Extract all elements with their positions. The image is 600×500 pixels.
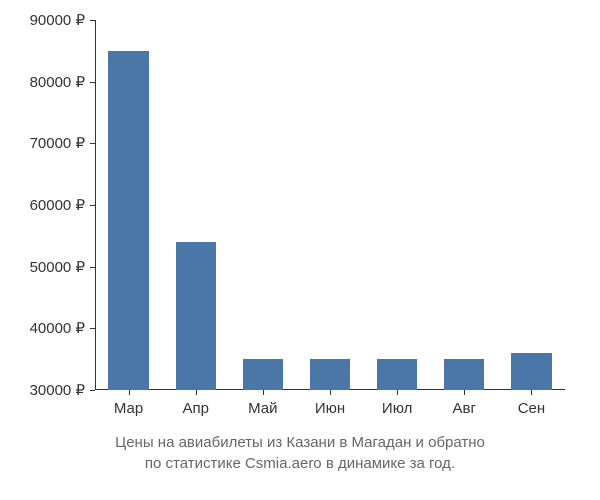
y-axis-line	[95, 20, 96, 390]
x-tick-mark	[263, 390, 264, 395]
x-tick-label: Мар	[114, 400, 143, 417]
x-tick-label: Сен	[518, 400, 545, 417]
chart-container: 30000 ₽ 40000 ₽ 50000 ₽ 60000 ₽ 70000 ₽ 80000…	[0, 0, 600, 500]
y-tick-label: 90000 ₽	[30, 11, 85, 29]
x-tick-mark	[464, 390, 465, 395]
x-tick-label: Июл	[382, 400, 412, 417]
bar	[176, 242, 216, 390]
y-tick-label: 40000 ₽	[30, 319, 85, 337]
chart-caption: Цены на авиабилеты из Казани в Магадан и…	[0, 432, 600, 474]
bar	[310, 359, 350, 390]
bar	[444, 359, 484, 390]
x-tick-label: Май	[248, 400, 277, 417]
x-tick-label: Апр	[182, 400, 208, 417]
x-tick-mark	[531, 390, 532, 395]
y-tick-label: 80000 ₽	[30, 73, 85, 91]
y-tick-label: 50000 ₽	[30, 258, 85, 276]
y-tick-label: 60000 ₽	[30, 196, 85, 214]
y-axis: 30000 ₽40000 ₽50000 ₽60000 ₽70000 ₽80000…	[0, 20, 90, 390]
bar	[511, 353, 551, 390]
y-tick-label: 30000 ₽	[30, 381, 85, 399]
caption-line2: по статистике Csmia.aero в динамике за г…	[145, 455, 455, 472]
x-tick-mark	[129, 390, 130, 395]
x-axis: Мар Апр Май Июн Июл Авг Сен	[95, 395, 565, 425]
caption-line1: Цены на авиабилеты из Казани в Магадан и…	[115, 434, 485, 451]
x-tick-mark	[196, 390, 197, 395]
x-tick-label: Авг	[453, 400, 476, 417]
x-tick-mark	[397, 390, 398, 395]
x-tick-mark	[330, 390, 331, 395]
x-tick-label: Июн	[315, 400, 345, 417]
plot-area	[95, 20, 565, 390]
y-tick-mark	[90, 390, 95, 391]
bar	[243, 359, 283, 390]
bar	[108, 51, 148, 390]
bar	[377, 359, 417, 390]
y-tick-label: 70000 ₽	[30, 134, 85, 152]
